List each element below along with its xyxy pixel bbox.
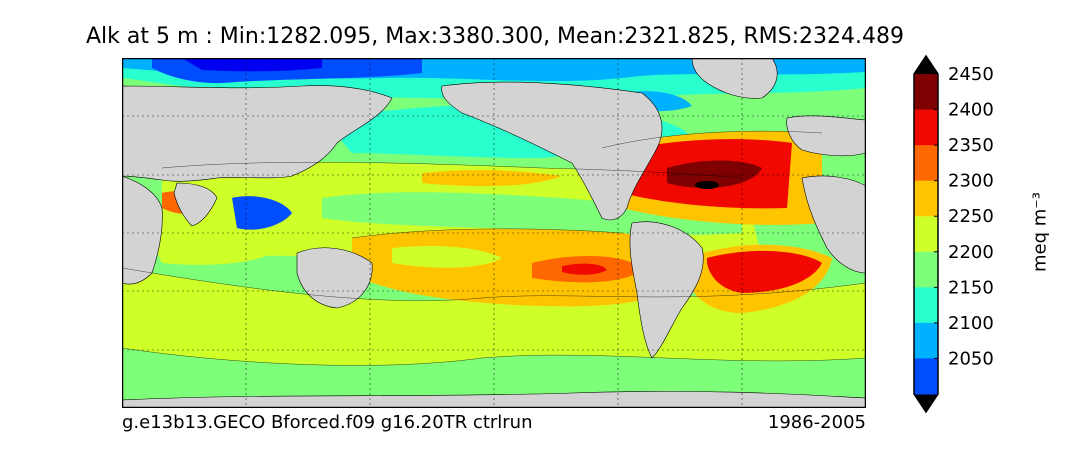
land-south-america <box>629 221 704 359</box>
map-title: Alk at 5 m : Min:1282.095, Max:3380.300,… <box>85 24 904 49</box>
colorbar-extend-min <box>914 394 938 412</box>
land-eurasia <box>122 85 393 182</box>
band-2450-south-atlantic <box>707 250 822 293</box>
band-2050-arctic <box>182 58 322 72</box>
land-africa-east <box>122 175 163 285</box>
band-2350-north-pacific <box>422 170 562 187</box>
colorbar-segment <box>914 358 938 395</box>
band-2450-south-pacific-core <box>562 263 607 275</box>
max-spot-north-atlantic <box>695 181 719 189</box>
colorbar-segment <box>914 74 938 111</box>
band-2300-indian-ocean <box>142 218 282 265</box>
band-2100-indonesia <box>232 196 292 230</box>
colorbar-segment <box>914 216 938 253</box>
colorbar-segment <box>914 322 938 359</box>
land-europe <box>786 115 866 157</box>
colorbar-extend-max <box>914 56 938 74</box>
colorbar-tick-label: 2200 <box>948 242 994 263</box>
colorbar-frame <box>913 54 939 414</box>
land-greenland <box>691 58 778 99</box>
colorbar-tick-label: 2250 <box>948 206 994 227</box>
colorbar-segment <box>914 145 938 182</box>
run-name: g.e13b13.GECO Bforced.f09 g16.20TR ctrlr… <box>122 412 533 433</box>
band-2500-north-atlantic-core <box>667 160 762 188</box>
colorbar-tick-label: 2100 <box>948 313 994 334</box>
colorbar-segment <box>914 251 938 288</box>
colorbar-tick-label: 2050 <box>948 348 994 369</box>
land-north-america <box>441 81 663 221</box>
land-india <box>173 182 218 227</box>
colorbar-segment <box>914 287 938 324</box>
land-australia <box>296 247 373 309</box>
colorbar: 2050210021502200225023002350240024502500 <box>913 54 994 414</box>
colorbar-segment <box>914 180 938 217</box>
colorbar-label: meq m⁻³ <box>1029 191 1051 273</box>
colorbar-segment <box>914 109 938 146</box>
band-2300-south-pacific-inner <box>392 246 502 268</box>
time-range: 1986-2005 <box>767 412 866 433</box>
colorbar-tick-label: 2400 <box>948 100 994 121</box>
contour-lines <box>122 130 866 366</box>
graticule <box>122 58 866 408</box>
colorbar-tick-label: 2350 <box>948 135 994 156</box>
colorbar-tick-label: 2450 <box>948 64 994 85</box>
land-africa-west <box>801 175 866 274</box>
colorbar-tick-label: 2300 <box>948 171 994 192</box>
map-border <box>122 58 866 408</box>
colorbar-tick-label: 2150 <box>948 277 994 298</box>
ocean-map <box>122 58 866 408</box>
